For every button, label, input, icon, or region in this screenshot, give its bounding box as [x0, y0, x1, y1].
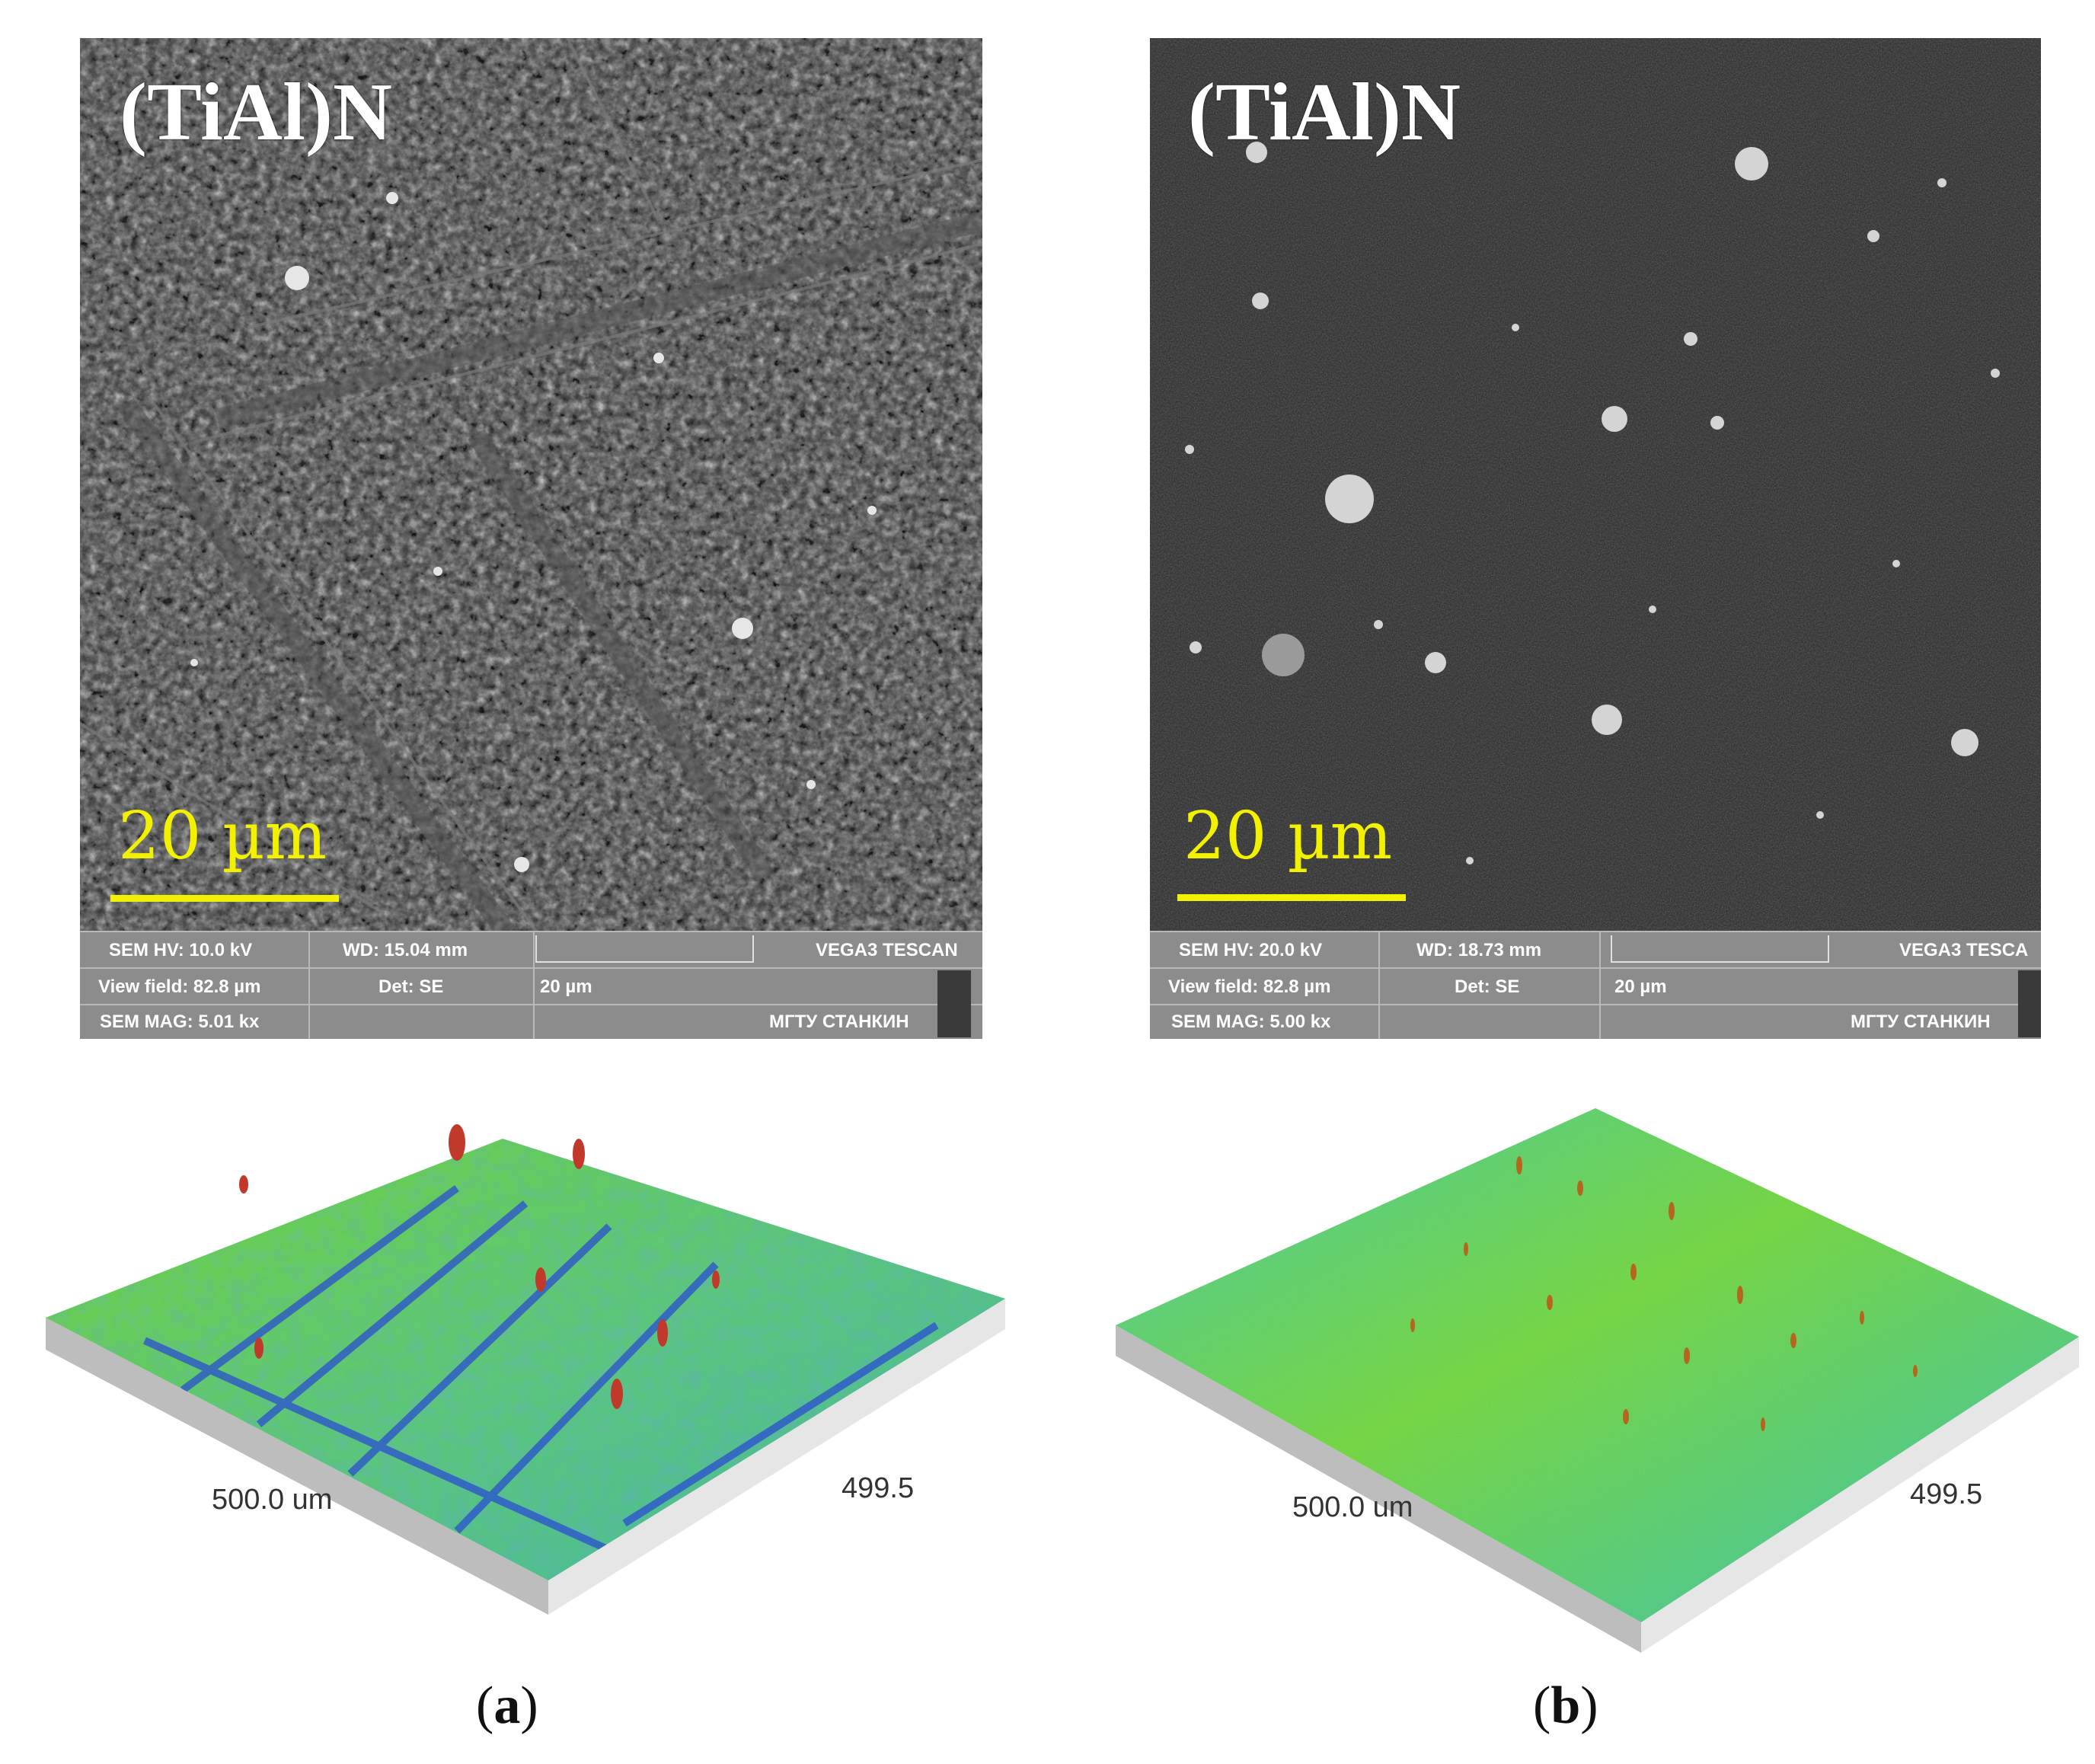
topo-dim-y-b: 499.5 [1910, 1478, 1983, 1510]
sem-micrograph-a [80, 38, 982, 932]
scale-label-a: 20 µm [118, 798, 327, 874]
sem-image-a: (TiAl)N 20 µm SEM HV: 10.0 kV WD: 15.04 … [80, 38, 982, 1039]
caption-a: (a) [476, 1676, 538, 1735]
sem-ruler-label-a: 20 µm [540, 976, 592, 997]
topo-dim-y-a: 499.5 [842, 1472, 915, 1504]
caption-a-letter: a [493, 1676, 521, 1735]
topography-3d-b [1116, 1108, 2079, 1653]
scale-label-b: 20 µm [1183, 798, 1393, 874]
tescan-logo-b [2018, 970, 2041, 1037]
sem-image-b: (TiAl)N 20 µm SEM HV: 20.0 kV WD: 18.73 … [1150, 38, 2041, 1039]
sem-brand-a: VEGA3 TESCAN [816, 940, 958, 960]
topography-3d-a [46, 1124, 1005, 1615]
sem-ruler-a [535, 935, 754, 963]
sem-hv-a: SEM HV: 10.0 kV [109, 940, 253, 960]
sem-det-b: Det: SE [1455, 976, 1520, 997]
sem-title-b: (TiAl)N [1188, 67, 1461, 158]
tescan-logo-a [937, 970, 971, 1037]
sem-brand-b: VEGA3 TESCA [1899, 940, 2029, 960]
sem-hv-b: SEM HV: 20.0 kV [1179, 940, 1323, 960]
topo-dim-x-a: 500.0 um [212, 1484, 333, 1516]
sem-mag-b: SEM MAG: 5.00 kx [1171, 1011, 1331, 1032]
sem-wd-a: WD: 15.04 mm [343, 940, 468, 960]
sem-title-a: (TiAl)N [120, 67, 393, 158]
sem-view-field-a: View field: 82.8 µm [98, 976, 261, 997]
topo-dim-x-b: 500.0 um [1292, 1491, 1413, 1523]
sem-wd-b: WD: 18.73 mm [1416, 940, 1542, 960]
sem-view-field-b: View field: 82.8 µm [1168, 976, 1331, 997]
sem-org-a: МГТУ СТАНКИН [769, 1011, 909, 1032]
sem-micrograph-b [1150, 38, 2041, 932]
sem-det-a: Det: SE [378, 976, 444, 997]
sem-ruler-label-b: 20 µm [1614, 976, 1667, 997]
scale-bar-b [1177, 894, 1406, 901]
caption-b-letter: b [1550, 1676, 1581, 1735]
sem-ruler-b [1611, 935, 1829, 963]
sem-org-b: МГТУ СТАНКИН [1851, 1011, 1991, 1032]
sem-info-bar-a: SEM HV: 10.0 kV WD: 15.04 mm VEGA3 TESCA… [80, 931, 982, 1039]
scale-bar-a [110, 895, 339, 902]
sem-mag-a: SEM MAG: 5.01 kx [100, 1011, 260, 1032]
caption-b: (b) [1533, 1676, 1598, 1735]
sem-info-bar-b: SEM HV: 20.0 kV WD: 18.73 mm VEGA3 TESCA… [1150, 931, 2041, 1039]
